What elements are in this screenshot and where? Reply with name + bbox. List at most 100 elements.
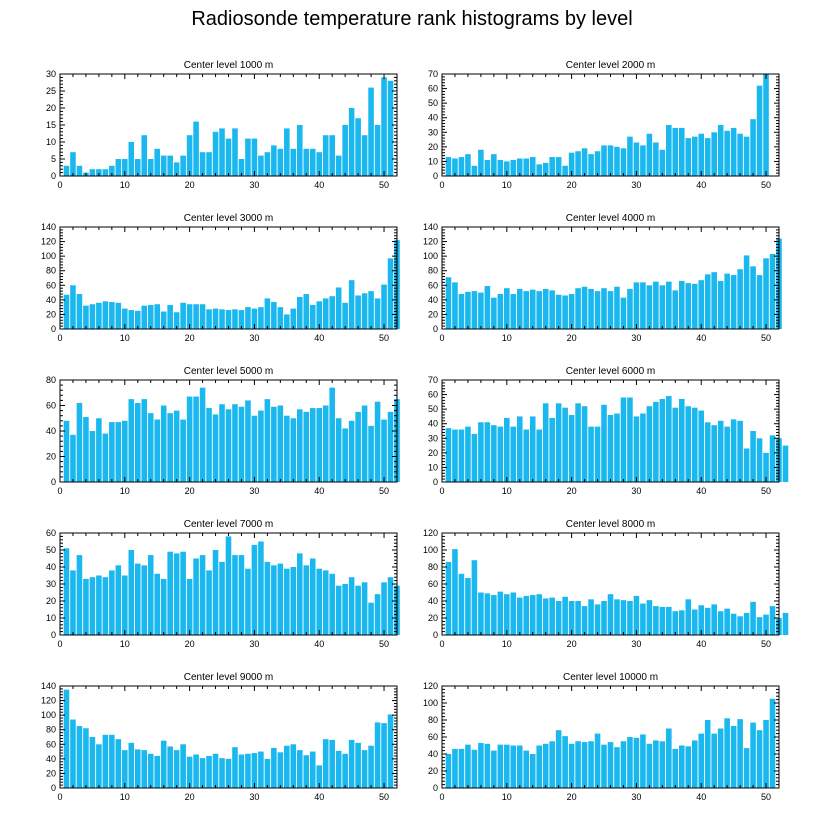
bar: [529, 157, 536, 176]
y-tick-label: 0: [51, 171, 56, 181]
bar: [70, 285, 76, 329]
bar: [627, 136, 633, 176]
y-tick-label: 40: [428, 113, 438, 123]
bar: [484, 593, 491, 635]
y-tick-label: 40: [46, 562, 56, 572]
bar: [756, 730, 763, 788]
bar: [361, 582, 368, 635]
bar: [523, 158, 530, 176]
bar: [523, 750, 530, 788]
y-tick-label: 5: [51, 154, 56, 164]
bar: [368, 291, 374, 329]
bar: [271, 565, 277, 635]
bar: [303, 565, 310, 635]
panel-title: Center level 3000 m: [184, 213, 274, 224]
bar: [497, 426, 504, 482]
y-tick-label: 120: [423, 237, 438, 247]
bar: [154, 304, 160, 329]
y-tick-label: 30: [46, 579, 56, 589]
bar: [763, 614, 769, 635]
bar: [646, 406, 653, 482]
bar: [297, 296, 303, 329]
panel-3: Center level 3000 m 0 10 20 30 40 50 0 20 40 60 80 1…: [41, 213, 400, 343]
bar: [478, 292, 484, 329]
bar: [219, 758, 225, 788]
x-tick-label: 0: [57, 792, 62, 802]
bar: [232, 404, 238, 482]
bar: [238, 754, 245, 788]
bar: [484, 422, 491, 482]
y-tick-label: 80: [428, 266, 438, 276]
bar: [614, 599, 620, 635]
bar: [361, 405, 368, 482]
bar: [685, 746, 692, 788]
bar: [154, 419, 160, 482]
bar: [698, 280, 705, 329]
bar: [542, 743, 549, 788]
bar: [698, 410, 705, 482]
bar: [245, 400, 251, 482]
bar: [627, 601, 633, 635]
bar: [355, 742, 361, 788]
bar: [491, 425, 497, 482]
bar: [536, 429, 542, 482]
bar: [452, 429, 458, 482]
x-tick-label: 10: [502, 792, 512, 802]
y-tick-label: 40: [428, 749, 438, 759]
bar: [601, 601, 607, 635]
bar: [219, 128, 225, 176]
bar: [685, 406, 692, 482]
bar: [180, 551, 186, 635]
bar: [361, 293, 368, 329]
y-tick-label: 25: [46, 86, 56, 96]
bar: [704, 138, 711, 176]
bar: [258, 155, 264, 176]
bar: [698, 605, 705, 635]
bar: [89, 577, 96, 635]
bar: [581, 406, 588, 482]
bar: [471, 165, 478, 176]
bar: [523, 429, 530, 482]
bar: [679, 398, 685, 482]
bar: [141, 565, 148, 635]
bar: [115, 159, 122, 176]
y-tick-label: 80: [428, 562, 438, 572]
bar: [297, 409, 303, 482]
bar: [542, 598, 549, 635]
bar: [588, 288, 594, 329]
bar: [750, 431, 756, 482]
bar: [284, 745, 290, 788]
bar: [329, 135, 335, 176]
bar: [679, 610, 685, 635]
bar: [232, 747, 238, 788]
y-tick-label: 60: [46, 401, 56, 411]
bar: [212, 550, 219, 635]
x-tick-label: 30: [631, 333, 641, 343]
bar: [659, 398, 666, 482]
bar: [614, 413, 620, 482]
y-tick-label: 140: [41, 681, 56, 691]
panel-9: Center level 9000 m 0 10 20 30 40 50 0 20 40 60 80 1…: [41, 672, 398, 802]
y-tick-label: 30: [46, 69, 56, 79]
y-tick-label: 10: [46, 137, 56, 147]
bar: [724, 718, 730, 788]
bar: [258, 751, 264, 788]
bar: [620, 741, 627, 788]
panel-title: Center level 7000 m: [184, 519, 274, 530]
bar: [756, 85, 763, 176]
bar: [743, 448, 750, 482]
bar: [691, 407, 698, 482]
bar: [180, 155, 186, 176]
bar: [258, 410, 264, 482]
bar: [691, 609, 698, 635]
bar: [154, 755, 160, 788]
bar: [199, 387, 206, 482]
bar: [594, 151, 601, 176]
bar: [769, 435, 776, 482]
bar: [387, 714, 394, 788]
bar: [193, 304, 199, 329]
bar: [225, 758, 232, 788]
bar: [465, 154, 471, 176]
x-tick-label: 40: [696, 180, 706, 190]
